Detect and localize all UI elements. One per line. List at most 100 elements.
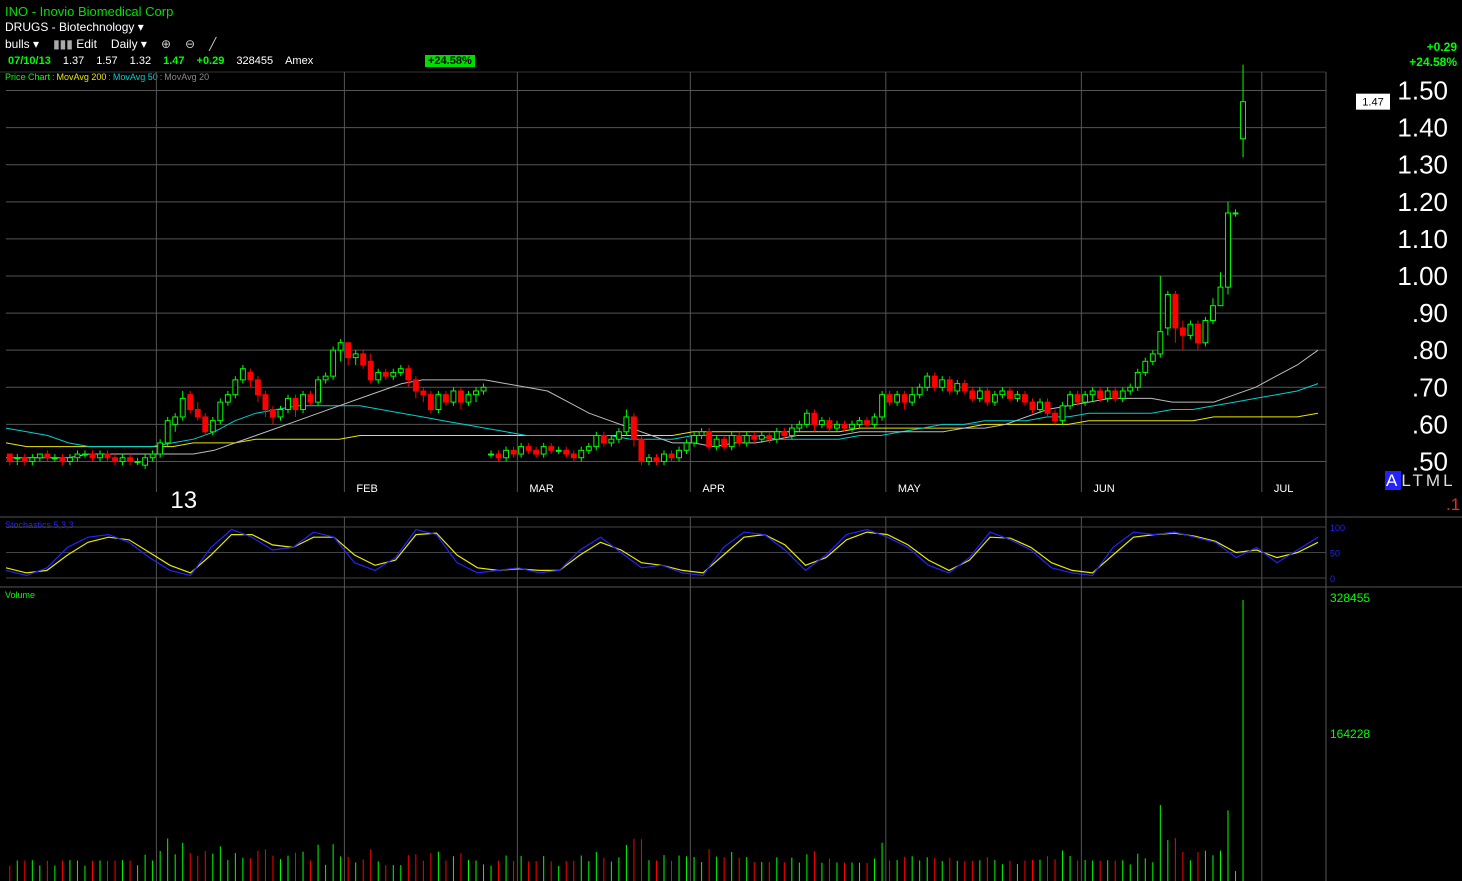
candle-body — [239, 368, 246, 381]
candle-body — [352, 353, 359, 359]
candle-body — [488, 453, 494, 456]
candle-body — [172, 416, 179, 425]
legend-sep: : — [159, 72, 163, 82]
candle-body — [924, 375, 931, 388]
candle-body — [743, 434, 750, 444]
candle-body — [916, 386, 923, 396]
volume-max-label: 328455 — [1330, 591, 1370, 605]
candle-body — [570, 453, 577, 459]
candle-body — [1022, 394, 1028, 403]
bar-chart-icon: ▮▮▮ — [53, 37, 73, 51]
last-price-label: 1.47 — [1362, 97, 1383, 109]
candle-body — [330, 349, 337, 377]
candle-body — [495, 453, 502, 459]
candle-body — [999, 390, 1006, 396]
x-month-label: FEB — [356, 483, 377, 495]
candle-body — [976, 390, 983, 399]
candle-body — [1067, 394, 1074, 407]
candle-body — [217, 401, 224, 422]
edit-button[interactable]: ▮▮▮ Edit — [53, 37, 97, 51]
candle-body — [1029, 401, 1036, 411]
quote-exchange: Amex — [285, 55, 314, 67]
candle-body — [89, 453, 96, 459]
candle-body — [871, 416, 878, 425]
candle-body — [811, 412, 818, 425]
candle-body — [112, 457, 118, 462]
candle-body — [1240, 101, 1246, 140]
candle-body — [315, 379, 322, 403]
candle-body — [503, 449, 510, 459]
candle-body — [1037, 401, 1043, 411]
stoch-level-label: 50 — [1330, 549, 1340, 559]
candle-body — [1187, 323, 1194, 336]
candle-body — [59, 457, 66, 462]
period-dropdown[interactable]: Daily ▾ — [111, 37, 147, 51]
candle-body — [1082, 394, 1089, 403]
candle-body — [405, 368, 412, 381]
candle-body — [1089, 390, 1096, 396]
candle-body — [1149, 353, 1156, 362]
candle-body — [1059, 405, 1066, 422]
candle-body — [646, 457, 652, 462]
candle-body — [864, 420, 870, 425]
candle-body — [1164, 294, 1171, 329]
candle-body — [420, 390, 427, 396]
volume-label: Volume — [5, 590, 36, 600]
candle-body — [232, 379, 239, 396]
candle-body — [563, 449, 570, 455]
candle-body — [608, 438, 615, 444]
candle-body — [209, 420, 216, 433]
candle-body — [721, 438, 728, 448]
chart-title: INO - Inovio Biomedical Corp — [5, 4, 174, 19]
candle-body — [442, 394, 449, 403]
y-tick-label: 1.30 — [1397, 150, 1448, 180]
ma200-line — [5, 412, 1319, 448]
candle-body — [254, 379, 261, 396]
candle-body — [615, 431, 622, 440]
draw-tool-icon[interactable]: ╱ — [209, 37, 217, 51]
candle-body — [360, 353, 367, 366]
candle-body — [826, 420, 833, 429]
ma20-line — [6, 349, 1319, 459]
candle-body — [44, 453, 51, 459]
candle-body — [533, 449, 540, 455]
candle-body — [74, 453, 81, 459]
candle-body — [1097, 390, 1104, 399]
candle-body — [119, 457, 126, 462]
tab-ltml[interactable]: LTML — [1401, 471, 1456, 490]
quote-low: 1.32 — [129, 55, 152, 67]
candle-body — [142, 457, 149, 466]
candle-body — [548, 446, 555, 451]
candle-body — [969, 390, 976, 399]
candle-body — [879, 394, 886, 418]
candle-body — [300, 394, 306, 411]
candle-body — [593, 434, 600, 448]
tab-a[interactable]: A — [1385, 471, 1402, 490]
x-month-label: MAR — [529, 483, 554, 495]
candle-body — [1225, 212, 1231, 288]
right-change-percent: +24.58% — [1409, 55, 1457, 69]
period-label: Daily — [110, 37, 138, 51]
candle-body — [931, 375, 938, 388]
candle-body — [661, 453, 667, 462]
candle-body — [164, 420, 171, 444]
indicator-legend: Price Chart : MovAvg 200 : MovAvg 50 : M… — [5, 72, 209, 82]
watchlist-dropdown[interactable]: bulls ▾ — [5, 37, 39, 51]
candle-body — [367, 360, 374, 381]
candle-body — [1210, 305, 1216, 322]
candle-body — [728, 434, 735, 448]
candle-body — [676, 449, 682, 459]
quote-open: 1.37 — [62, 55, 85, 67]
candle-body — [458, 390, 464, 403]
zoom-out-icon[interactable]: ⊖ — [185, 37, 196, 51]
stoch-level-label: 100 — [1330, 523, 1345, 533]
candle-body — [713, 438, 720, 448]
legend-sep: : — [52, 72, 55, 82]
candle-body — [668, 453, 675, 459]
sector-dropdown[interactable]: DRUGS - Biotechnology ▾ — [5, 20, 144, 34]
candle-body — [480, 386, 487, 392]
red-marker: .1 — [1446, 495, 1461, 514]
zoom-in-icon[interactable]: ⊕ — [160, 37, 172, 51]
candle-body — [894, 394, 901, 403]
